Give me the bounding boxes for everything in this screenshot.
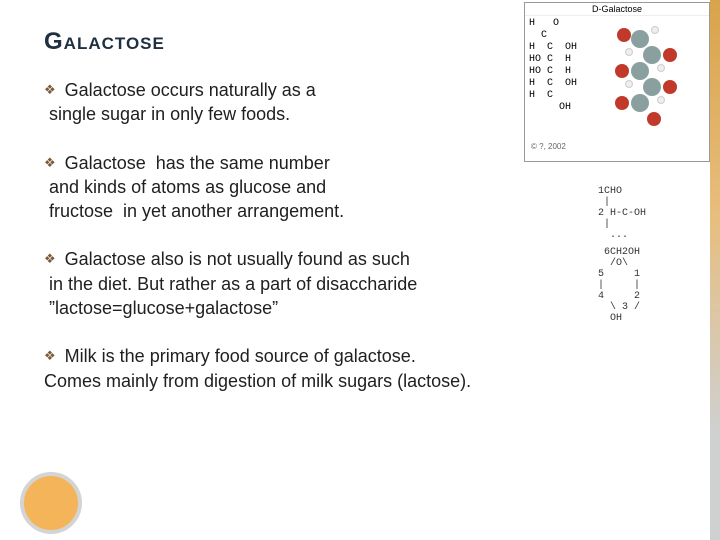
figure-caption: D-Galactose — [525, 3, 709, 16]
bullet-1: ❖ Galactose occurs naturally as a single… — [44, 78, 444, 127]
ring-formula: 6CH2OH /O\ 5 1 | | 4 2 \ 3 / OH — [592, 247, 712, 324]
figure-credit: © ?, 2002 — [525, 142, 709, 151]
bullet-2: ❖ Galactose has the same number and kind… — [44, 151, 474, 224]
circle-decoration-icon — [20, 472, 82, 534]
bullet-3-text: Galactose also is not usually found as s… — [44, 249, 417, 318]
model-3d-icon — [585, 16, 709, 142]
bullet-1-text: Galactose occurs naturally as a single s… — [44, 80, 316, 124]
bullet-3: ❖ Galactose also is not usually found as… — [44, 247, 604, 320]
figure-row: H O C H C OH HO C H HO C H H C OH H C OH — [525, 16, 709, 142]
fischer-projection: H O C H C OH HO C H HO C H H C OH H C OH — [525, 16, 585, 142]
slide: Galactose ❖ Galactose occurs naturally a… — [0, 0, 720, 540]
figure-galactose: D-Galactose H O C H C OH HO C H HO C H H… — [524, 2, 710, 162]
chain-formula: 1CHO | 2 H-C-OH | ... — [592, 186, 712, 241]
bullet-glyph-icon: ❖ — [44, 154, 56, 172]
side-structures: 1CHO | 2 H-C-OH | ... 6CH2OH /O\ 5 1 | |… — [592, 186, 712, 330]
bullet-glyph-icon: ❖ — [44, 347, 56, 365]
bullet-2-text: Galactose has the same number and kinds … — [44, 153, 344, 222]
bullet-4: ❖ Milk is the primary food source of gal… — [44, 344, 664, 393]
bullet-4-text: Milk is the primary food source of galac… — [44, 346, 471, 390]
bullet-glyph-icon: ❖ — [44, 81, 56, 99]
bullet-glyph-icon: ❖ — [44, 250, 56, 268]
edge-strip-decoration — [710, 0, 720, 540]
